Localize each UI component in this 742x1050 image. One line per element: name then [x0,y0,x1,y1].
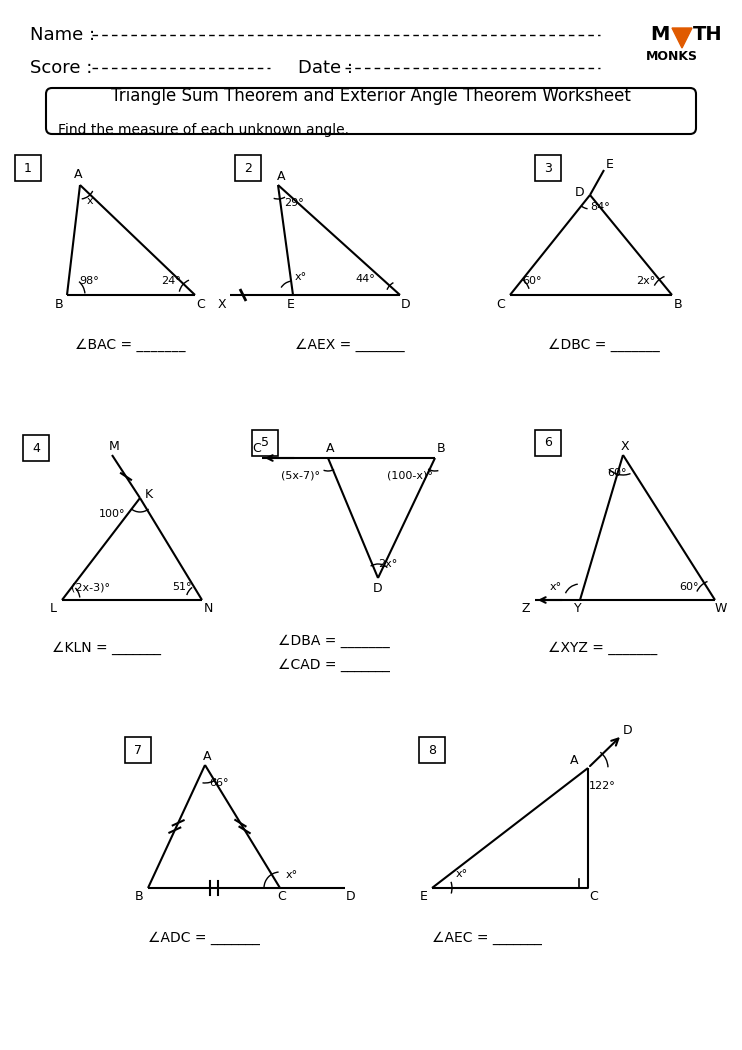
Text: 2x°: 2x° [378,559,398,569]
Text: C: C [496,297,505,311]
Text: 4: 4 [32,441,40,455]
Text: ∠KLN = _______: ∠KLN = _______ [52,640,161,655]
Text: B: B [674,297,683,311]
Text: 2: 2 [244,162,252,174]
Text: M: M [108,441,119,454]
Text: 66°: 66° [209,778,229,788]
Text: x°: x° [550,582,562,592]
Text: Score :: Score : [30,59,92,77]
Text: ∠DBC = _______: ∠DBC = _______ [548,338,660,352]
Text: ∠AEC = _______: ∠AEC = _______ [432,931,542,945]
Text: M: M [650,25,669,44]
Text: N: N [203,603,213,615]
Polygon shape [672,28,692,48]
Text: 84°: 84° [590,202,610,212]
Text: 98°: 98° [79,276,99,286]
FancyBboxPatch shape [252,430,278,456]
Text: K: K [145,488,153,502]
Text: X: X [621,440,629,453]
Text: (2x-3)°: (2x-3)° [70,582,110,592]
Text: ∠AEX = _______: ∠AEX = _______ [295,338,404,352]
Text: 122°: 122° [588,781,615,791]
Text: 44°: 44° [355,274,375,284]
Text: 100°: 100° [99,509,125,519]
FancyBboxPatch shape [535,155,561,181]
Text: D: D [347,890,356,903]
FancyBboxPatch shape [15,155,41,181]
Text: Find the measure of each unknown angle.: Find the measure of each unknown angle. [58,123,349,136]
Text: TH: TH [693,25,723,44]
Text: A: A [326,441,334,455]
Text: D: D [575,187,585,200]
Text: ∠DBA = _______: ∠DBA = _______ [278,634,390,648]
Text: D: D [401,297,411,311]
Text: 60°: 60° [607,468,627,478]
Text: 24°: 24° [161,276,181,286]
Text: 7: 7 [134,743,142,756]
Text: 1: 1 [24,162,32,174]
Text: 60°: 60° [522,276,542,286]
Text: B: B [437,442,445,456]
Text: ∠XYZ = _______: ∠XYZ = _______ [548,640,657,655]
Text: X: X [217,297,226,311]
Text: C: C [252,442,261,456]
Text: ∠BAC = _______: ∠BAC = _______ [75,338,186,352]
Text: Z: Z [522,603,531,615]
Text: Y: Y [574,603,582,615]
Text: A: A [203,750,211,762]
Text: E: E [606,159,614,171]
Text: Triangle Sum Theorem and Exterior Angle Theorem Worksheet: Triangle Sum Theorem and Exterior Angle … [111,87,631,105]
Text: A: A [73,168,82,182]
Text: x: x [87,196,93,206]
FancyBboxPatch shape [125,737,151,763]
Text: A: A [277,169,285,183]
Text: x°: x° [295,272,307,282]
Text: 51°: 51° [172,582,191,592]
Text: (100-x)°: (100-x)° [387,471,433,481]
Text: D: D [623,723,633,736]
FancyBboxPatch shape [46,88,696,134]
Text: C: C [278,890,286,903]
Text: L: L [50,603,56,615]
FancyBboxPatch shape [535,430,561,456]
FancyBboxPatch shape [23,435,49,461]
Text: 2x°: 2x° [637,276,656,286]
FancyBboxPatch shape [235,155,261,181]
Text: 5: 5 [261,437,269,449]
Text: Date :: Date : [298,59,353,77]
Text: ∠CAD = _______: ∠CAD = _______ [278,658,390,672]
Text: B: B [55,297,63,311]
Text: 60°: 60° [679,582,699,592]
Text: (5x-7)°: (5x-7)° [280,471,320,481]
Text: 29°: 29° [284,198,304,208]
Text: C: C [590,890,598,903]
Text: B: B [135,890,143,903]
Text: x°: x° [286,870,298,880]
Text: W: W [715,603,727,615]
Text: Name :: Name : [30,26,95,44]
Text: D: D [373,583,383,595]
FancyBboxPatch shape [419,737,445,763]
Text: C: C [197,297,206,311]
Text: x°: x° [456,869,468,879]
Text: E: E [420,890,428,903]
Text: E: E [287,298,295,312]
Text: 6: 6 [544,437,552,449]
Text: MONKS: MONKS [646,50,698,63]
Text: 3: 3 [544,162,552,174]
Text: 8: 8 [428,743,436,756]
Text: ∠ADC = _______: ∠ADC = _______ [148,931,260,945]
Text: A: A [570,754,578,766]
